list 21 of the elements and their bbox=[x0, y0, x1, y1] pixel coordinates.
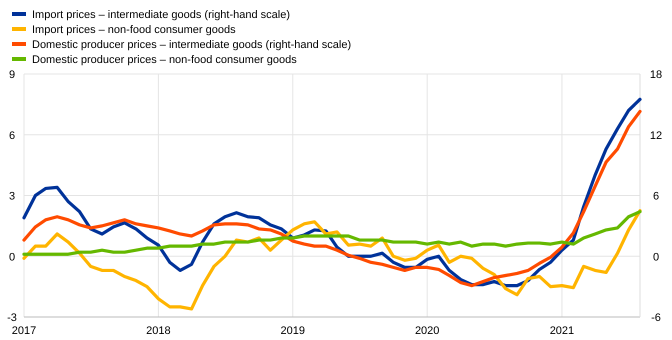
x-tick-label: 2017 bbox=[12, 325, 36, 337]
y-tick-label: -3 bbox=[7, 312, 17, 324]
legend-label: Domestic producer prices – non-food consumer goods bbox=[32, 54, 298, 66]
y-tick-label: 3 bbox=[8, 190, 16, 202]
y2-tick-label: -6 bbox=[651, 312, 661, 324]
x-tick-label: 2019 bbox=[280, 325, 306, 337]
x-tick-label: 2018 bbox=[146, 325, 171, 337]
y2-tick-label: 6 bbox=[652, 190, 660, 202]
legend-label: Import prices – intermediate goods (right-hand scale) bbox=[32, 9, 290, 21]
legend-label: Domestic producer prices – intermediate goods (right-hand scale) bbox=[32, 39, 352, 51]
y2-tick-label: 0 bbox=[652, 251, 660, 264]
line-series bbox=[22, 209, 642, 310]
x-tick-label: 2020 bbox=[414, 325, 440, 337]
y2-tick-label: 18 bbox=[650, 69, 662, 81]
line-series bbox=[22, 210, 642, 256]
y2-tick-label: 12 bbox=[650, 130, 662, 142]
legend-label: Import prices – non-food consumer goods bbox=[32, 24, 236, 36]
y-tick-label: 6 bbox=[8, 130, 16, 142]
y-tick-label: 0 bbox=[8, 251, 16, 264]
x-tick-label: 2021 bbox=[550, 325, 574, 337]
y-tick-label: 9 bbox=[8, 69, 16, 81]
